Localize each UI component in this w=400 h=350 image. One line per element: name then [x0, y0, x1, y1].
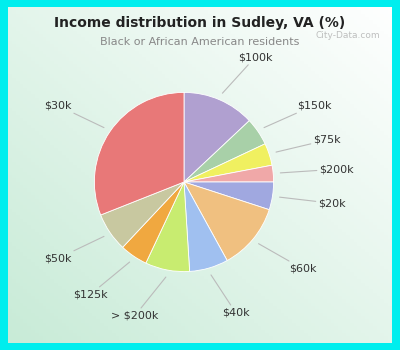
Wedge shape	[94, 92, 184, 215]
Wedge shape	[184, 92, 249, 182]
Text: Income distribution in Sudley, VA (%): Income distribution in Sudley, VA (%)	[54, 16, 346, 30]
Text: > $200k: > $200k	[111, 277, 166, 321]
Text: Black or African American residents: Black or African American residents	[100, 37, 300, 47]
Text: $75k: $75k	[276, 135, 341, 152]
Wedge shape	[184, 121, 265, 182]
Text: $40k: $40k	[211, 275, 250, 318]
Text: $60k: $60k	[258, 244, 316, 274]
Wedge shape	[184, 182, 269, 260]
Wedge shape	[184, 165, 274, 182]
Text: $30k: $30k	[44, 100, 104, 128]
Text: $100k: $100k	[222, 52, 272, 93]
Text: $150k: $150k	[264, 100, 331, 128]
Wedge shape	[184, 182, 227, 271]
Text: $50k: $50k	[44, 236, 104, 264]
Wedge shape	[184, 144, 272, 182]
Text: $200k: $200k	[280, 164, 354, 174]
Wedge shape	[101, 182, 184, 247]
Text: $20k: $20k	[280, 197, 346, 208]
Text: $125k: $125k	[73, 262, 130, 300]
Text: City-Data.com: City-Data.com	[316, 30, 380, 40]
Wedge shape	[146, 182, 190, 272]
Wedge shape	[123, 182, 184, 263]
Wedge shape	[184, 182, 274, 210]
